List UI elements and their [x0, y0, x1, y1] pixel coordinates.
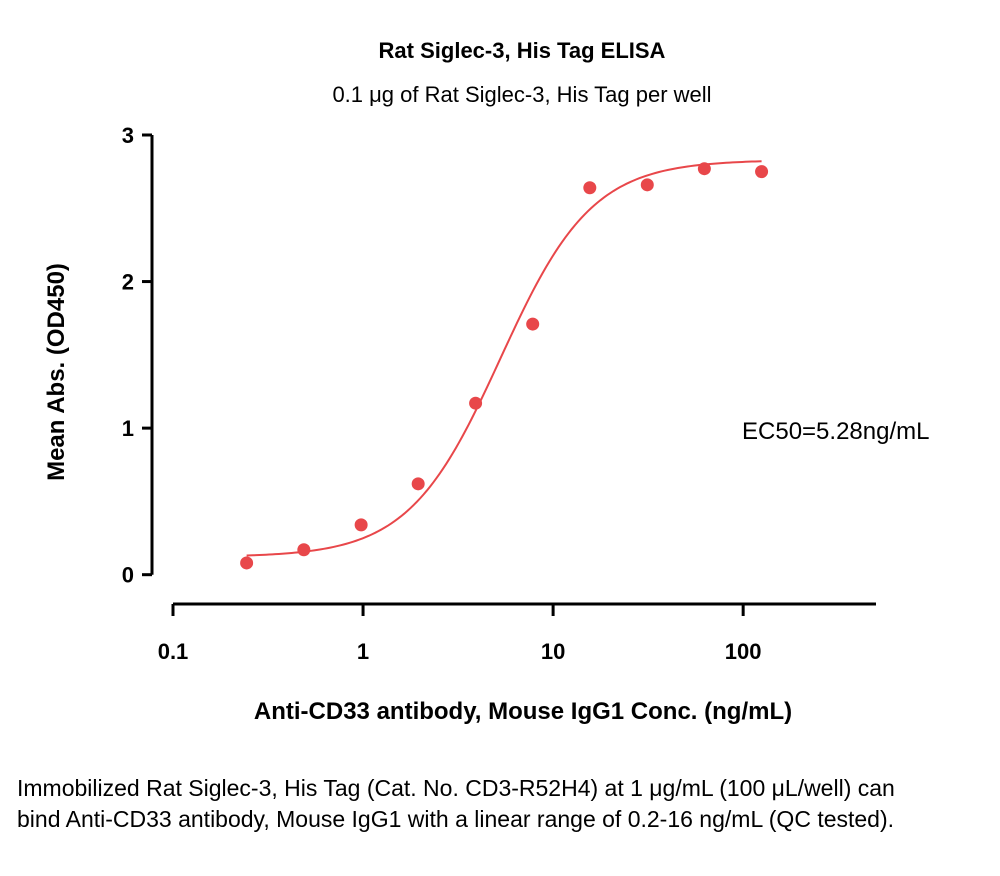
- fit-curve: [246, 160, 762, 557]
- y-tick-label: 2: [122, 270, 134, 295]
- data-point: [583, 181, 597, 195]
- axes: 0 1 2 3 0.1 1 10 100: [122, 123, 876, 664]
- y-tick-label: 1: [122, 416, 134, 441]
- x-tick-label: 10: [541, 639, 565, 664]
- data-point: [755, 165, 769, 179]
- data-point: [240, 556, 254, 570]
- x-axis-title: Anti-CD33 antibody, Mouse IgG1 Conc. (ng…: [254, 698, 792, 725]
- chart-title: Rat Siglec-3, His Tag ELISA: [379, 38, 666, 63]
- data-point: [526, 317, 540, 331]
- data-point: [411, 477, 425, 491]
- data-point: [640, 178, 654, 192]
- chart-subtitle: 0.1 μg of Rat Siglec-3, His Tag per well: [332, 82, 711, 107]
- ec50-annotation: EC50=5.28ng/mL: [742, 418, 929, 445]
- data-point: [469, 396, 483, 410]
- y-axis-title: Mean Abs. (OD450): [43, 263, 70, 481]
- fit-curve-layer: [246, 160, 762, 557]
- chart: Rat Siglec-3, His Tag ELISA 0.1 μg of Ra…: [43, 38, 929, 725]
- data-point: [297, 543, 311, 557]
- x-tick-label: 1: [357, 639, 369, 664]
- y-tick-label: 0: [122, 563, 134, 588]
- data-point: [354, 518, 368, 532]
- x-tick-label: 100: [725, 639, 762, 664]
- x-tick-label: 0.1: [158, 639, 189, 664]
- y-tick-label: 3: [122, 123, 134, 148]
- data-point: [697, 162, 711, 176]
- figure-caption: Immobilized Rat Siglec-3, His Tag (Cat. …: [17, 775, 895, 832]
- data-points: [240, 162, 769, 570]
